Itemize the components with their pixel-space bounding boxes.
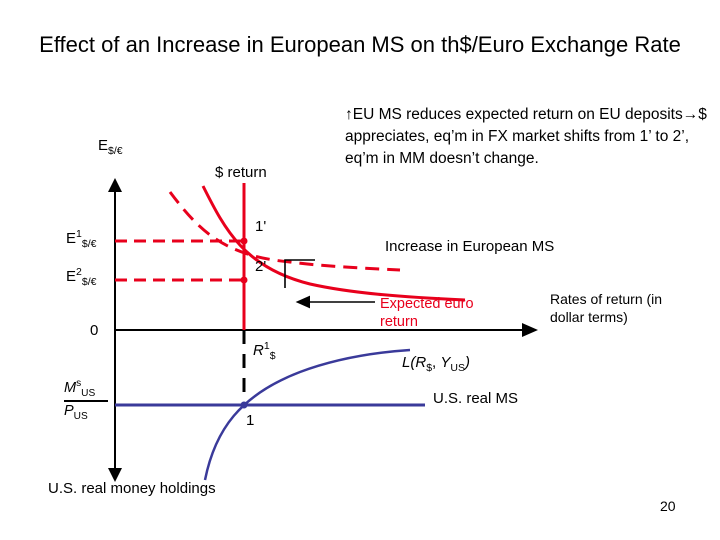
ms-denominator: PUS (64, 403, 88, 422)
shift-bracket (284, 259, 315, 288)
eq-point-1prime (240, 237, 248, 245)
horizontal-axis-arrow (522, 323, 538, 337)
e1-label: E1$/€ (66, 228, 97, 250)
eq-point-1 (240, 401, 248, 409)
us-real-ms-label: U.S. real MS (433, 390, 519, 407)
money-demand-label: L(R$, YUS) (402, 354, 470, 374)
vertical-axis-top-arrow (108, 178, 122, 192)
rates-of-return-label: Rates of return (in dollar terms) (550, 291, 663, 325)
explanation-text: ↑EU MS reduces expected return on EU dep… (345, 106, 707, 167)
slide-title: Effect of an Increase in European MS on … (39, 32, 681, 57)
dollar-return-label: $ return (215, 164, 267, 181)
vertical-axis-bottom-arrow (108, 468, 122, 482)
e2-label: E2$/€ (66, 266, 97, 288)
eq-1prime-label: 1' (255, 218, 267, 235)
r1-label: R1$ (253, 340, 276, 362)
expected-euro-return-curve-new (201, 185, 466, 302)
ms-fraction-bar (64, 400, 108, 402)
eq-2prime-label: 2' (255, 258, 267, 275)
increase-note: Increase in European MS (385, 238, 555, 255)
expected-euro-return-curve-original (168, 191, 401, 272)
eq-1-label: 1 (246, 412, 255, 429)
eq-point-2prime (240, 276, 248, 284)
e-axis-label: E$/€ (98, 137, 123, 157)
money-demand-curve (203, 348, 411, 481)
expected-euro-return-label: Expected euro return (380, 296, 474, 330)
us-real-money-holdings-label: U.S. real money holdings (48, 480, 216, 497)
origin-label: 0 (90, 322, 99, 339)
page-number: 20 (660, 498, 676, 514)
ms-numerator: MsUS (64, 378, 96, 399)
